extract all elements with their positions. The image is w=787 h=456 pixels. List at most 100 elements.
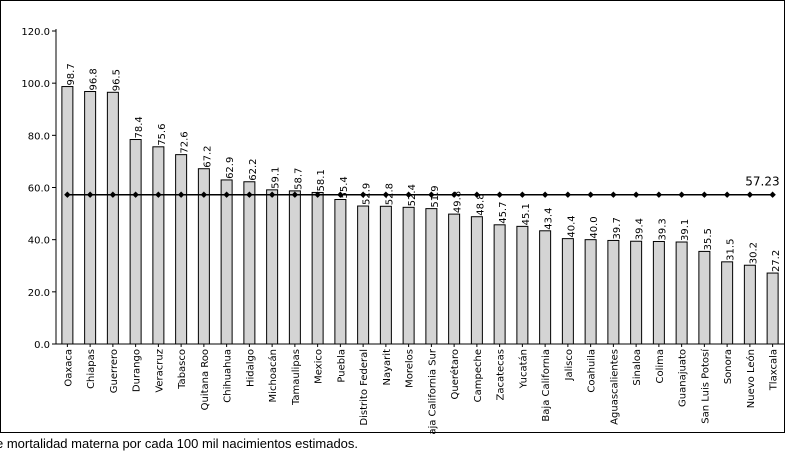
bar <box>288 190 301 345</box>
data-label: 40.0 <box>589 216 600 238</box>
x-tick-label: Guanajuato <box>678 349 689 407</box>
bar <box>652 240 665 345</box>
bar <box>743 264 756 345</box>
data-label: 75.6 <box>157 124 168 146</box>
data-label: 45.1 <box>521 203 532 225</box>
bar <box>334 198 347 345</box>
bar <box>379 205 392 345</box>
y-tick-label: 40.0 <box>28 236 50 247</box>
bar <box>493 224 506 345</box>
average-point <box>450 191 458 198</box>
data-label: 45.7 <box>498 202 509 224</box>
bar <box>561 238 574 345</box>
bar <box>698 250 711 345</box>
data-label: 39.1 <box>680 219 691 241</box>
average-point <box>610 191 617 198</box>
x-tick-label: Morelos <box>405 349 416 388</box>
average-point <box>177 191 185 198</box>
y-tick-label: 100.0 <box>21 79 50 90</box>
data-label: 58.7 <box>293 168 304 190</box>
footnote: e mortalidad materna por cada 100 mil na… <box>0 436 359 451</box>
data-label: 27.2 <box>771 250 782 272</box>
data-label: 35.5 <box>703 228 714 250</box>
data-label: 62.9 <box>225 157 236 179</box>
x-tick-label: Aguascalientes <box>609 349 620 425</box>
average-point <box>382 191 390 198</box>
data-label: 58.1 <box>316 169 327 191</box>
bar <box>539 230 552 345</box>
x-tick-label: Sonora <box>723 349 734 384</box>
bar <box>152 146 165 345</box>
x-tick-label: Michoacán <box>267 349 279 402</box>
average-point <box>519 191 526 198</box>
y-tick-label: 80.0 <box>28 131 50 142</box>
y-tick-label: 0.0 <box>34 340 50 351</box>
average-point <box>496 191 503 198</box>
data-label: 31.5 <box>726 239 737 261</box>
average-point <box>564 191 572 198</box>
average-point <box>632 191 640 198</box>
data-label: 55.4 <box>339 176 350 198</box>
x-tick-label: Quitana Roo <box>200 349 211 410</box>
x-tick-label: Tabasco <box>177 349 188 390</box>
data-label: 96.8 <box>89 68 100 90</box>
x-tick-label: Chihuahua <box>223 349 234 403</box>
data-label: 59.1 <box>271 167 282 189</box>
data-label: 39.4 <box>635 218 646 240</box>
x-tick-label: Mexico <box>314 349 325 384</box>
data-label: 43.4 <box>544 208 555 230</box>
data-label: 49.8 <box>453 191 464 213</box>
bar <box>448 213 461 345</box>
bar-chart: 0.0 20.0 40.0 60.0 80.0 100.0 120.0 Oaxaca Chiap… <box>21 27 784 434</box>
x-tick-label: Sinaloa <box>632 349 643 386</box>
bar <box>129 139 142 345</box>
bar <box>106 91 119 345</box>
data-label: 40.4 <box>566 215 577 237</box>
x-tick-label: Zacatecas <box>496 349 507 401</box>
data-label: 96.5 <box>111 69 122 91</box>
average-point <box>109 191 117 198</box>
bar <box>425 208 438 345</box>
data-label: 39.3 <box>657 218 668 240</box>
average-point <box>746 191 754 198</box>
data-label: 39.7 <box>612 217 623 239</box>
x-tick-label: Oaxaca <box>63 349 74 387</box>
x-tick-label: Coahuila <box>587 349 598 393</box>
x-tick-label: Nuevo León <box>745 349 757 408</box>
average-label: 57.23 <box>745 175 779 189</box>
x-tick-label: San Luis Potosí <box>699 348 711 424</box>
average-point <box>428 191 435 198</box>
bars: 98.7 96.8 96.5 78.4 75.6 72.6 67.2 62.9 62.2 59.1… <box>61 63 782 345</box>
data-label: 48.8 <box>475 193 486 215</box>
average-point <box>405 191 412 198</box>
average-point <box>359 191 367 198</box>
average-point <box>246 191 253 198</box>
x-tick-label: Distrito Federal <box>359 349 370 426</box>
x-tick-label: Jalisco <box>564 349 575 381</box>
x-tick-label: Querétaro <box>449 349 461 399</box>
x-tick-label: Tamaulipas <box>291 349 302 406</box>
bar <box>266 189 279 345</box>
y-tick-label: 60.0 <box>28 184 50 195</box>
bar <box>721 261 734 345</box>
average-point <box>132 191 139 198</box>
average-point <box>291 191 299 198</box>
data-label: 30.2 <box>748 242 759 264</box>
bar <box>766 272 779 345</box>
bar <box>516 225 529 345</box>
average-point <box>655 191 663 198</box>
data-label: 78.4 <box>134 116 145 138</box>
bar <box>243 181 256 345</box>
bar <box>357 205 370 345</box>
average-point <box>678 191 685 198</box>
bar <box>175 154 188 345</box>
x-tick-label: Nayarit <box>382 349 393 386</box>
average-point <box>541 191 549 198</box>
x-tick-label: Chiapas <box>86 349 97 389</box>
bar <box>675 241 688 345</box>
x-tick-label: Yucatán <box>517 349 529 389</box>
bar <box>61 86 74 345</box>
x-tick-label: Campeche <box>473 349 484 402</box>
x-tick-label: Baja California <box>541 349 552 422</box>
average-point <box>314 191 321 198</box>
